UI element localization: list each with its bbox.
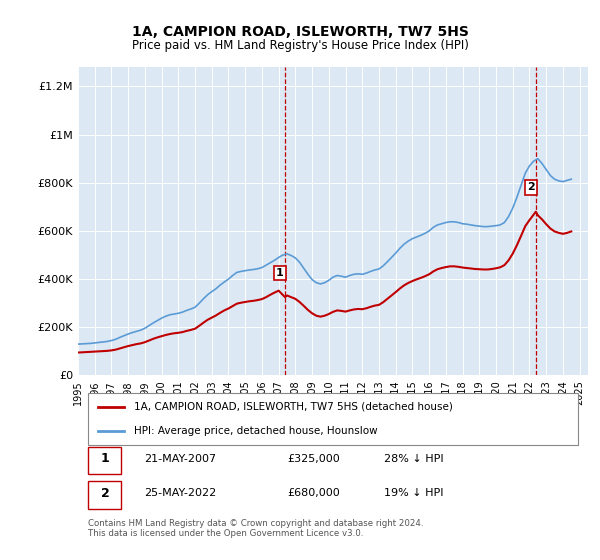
Text: HPI: Average price, detached house, Hounslow: HPI: Average price, detached house, Houn… (134, 426, 378, 436)
Text: 1: 1 (276, 268, 284, 278)
Text: 19% ↓ HPI: 19% ↓ HPI (384, 488, 443, 498)
Text: 2: 2 (101, 487, 109, 500)
Text: £325,000: £325,000 (287, 454, 340, 464)
Text: 28% ↓ HPI: 28% ↓ HPI (384, 454, 443, 464)
FancyBboxPatch shape (88, 393, 578, 445)
Text: 2: 2 (527, 183, 535, 193)
Text: 25-MAY-2022: 25-MAY-2022 (145, 488, 217, 498)
Text: 1: 1 (101, 452, 109, 465)
Text: 21-MAY-2007: 21-MAY-2007 (145, 454, 217, 464)
FancyBboxPatch shape (88, 446, 121, 474)
Text: Contains HM Land Registry data © Crown copyright and database right 2024.
This d: Contains HM Land Registry data © Crown c… (88, 519, 424, 538)
Text: Price paid vs. HM Land Registry's House Price Index (HPI): Price paid vs. HM Land Registry's House … (131, 39, 469, 52)
Text: 1A, CAMPION ROAD, ISLEWORTH, TW7 5HS (detached house): 1A, CAMPION ROAD, ISLEWORTH, TW7 5HS (de… (134, 402, 453, 412)
Text: £680,000: £680,000 (287, 488, 340, 498)
FancyBboxPatch shape (88, 481, 121, 509)
Text: 1A, CAMPION ROAD, ISLEWORTH, TW7 5HS: 1A, CAMPION ROAD, ISLEWORTH, TW7 5HS (131, 25, 469, 39)
